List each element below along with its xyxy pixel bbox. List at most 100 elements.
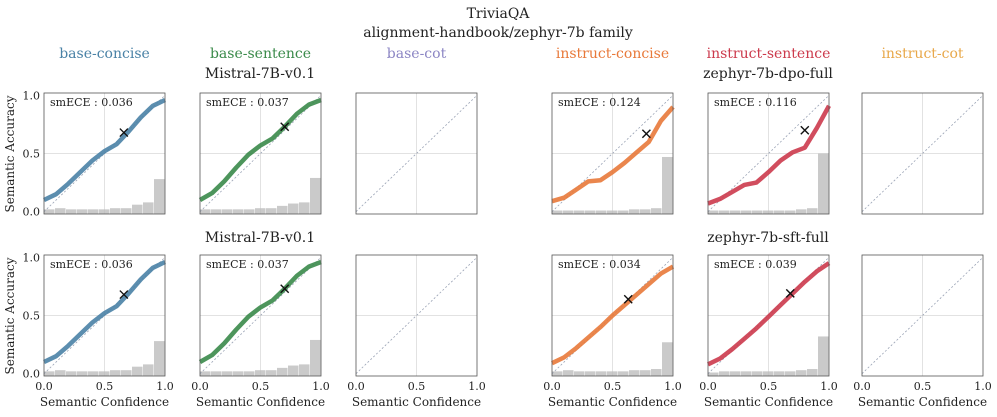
panel-row2-base-concise: smECE : 0.036 0.0 0.5 1.0 0.0 0.5 1.0 Semantic … bbox=[23, 251, 174, 409]
hist-bar bbox=[618, 210, 629, 214]
xlabel: Semantic Confidence bbox=[196, 395, 325, 409]
xlabel: Semantic Confidence bbox=[40, 395, 169, 409]
xtick-label: 0.0 bbox=[853, 380, 871, 393]
hist-bar bbox=[640, 209, 651, 214]
smece-label: smECE : 0.036 bbox=[50, 96, 133, 109]
xtick-label: 0.0 bbox=[347, 380, 365, 393]
hist-bar bbox=[154, 341, 165, 376]
panel-row1-instruct-concise: smECE : 0.124 bbox=[551, 92, 675, 215]
panel-frame bbox=[861, 254, 984, 377]
hist-bar bbox=[44, 209, 55, 214]
panel-row2-instruct-concise: smECE : 0.034 0.0 0.5 1.0 Semantic Confidenc… bbox=[543, 254, 682, 409]
hist-bar bbox=[200, 209, 211, 214]
hist-bar bbox=[741, 371, 752, 376]
xtick-label: 0.5 bbox=[252, 380, 270, 393]
smece-label: smECE : 0.034 bbox=[558, 258, 641, 271]
hist-bar bbox=[708, 210, 719, 214]
hist-bar bbox=[574, 210, 585, 214]
hist-bar bbox=[255, 208, 266, 214]
hist-bar bbox=[110, 208, 121, 214]
hist-bar bbox=[310, 177, 321, 214]
xtick-label: 0.5 bbox=[604, 380, 622, 393]
xlabel: Semantic Confidence bbox=[548, 395, 677, 409]
panel-frame bbox=[551, 92, 674, 215]
ytick-label: 1.0 bbox=[23, 89, 41, 102]
hist-bar bbox=[730, 210, 741, 214]
xlabel: Semantic Confidence bbox=[858, 395, 987, 409]
column-label-base-sentence: base-sentence bbox=[210, 46, 311, 62]
calibration-curve bbox=[198, 259, 322, 364]
figure-title: TriviaQA bbox=[467, 6, 531, 22]
calibration-curve bbox=[43, 97, 166, 203]
hist-bar bbox=[121, 208, 132, 214]
hist-bar bbox=[607, 371, 618, 376]
panel-row1-instruct-cot bbox=[861, 92, 984, 215]
hist-bar bbox=[222, 209, 233, 214]
xtick-label: 0.5 bbox=[914, 380, 932, 393]
hist-bar bbox=[774, 371, 785, 376]
hist-bar bbox=[288, 203, 299, 214]
xtick-label: 0.5 bbox=[408, 380, 426, 393]
ytick-label: 0.0 bbox=[23, 368, 41, 381]
hist-bar bbox=[154, 179, 165, 214]
hist-bar bbox=[99, 371, 110, 376]
panel-frame bbox=[355, 254, 478, 377]
panel-frame bbox=[43, 254, 166, 377]
xtick-label: 0.5 bbox=[96, 380, 114, 393]
xtick-label: 1.0 bbox=[820, 380, 838, 393]
hist-bar bbox=[629, 370, 640, 376]
hist-bar bbox=[807, 208, 818, 214]
hist-bar bbox=[785, 371, 796, 376]
hist-bar bbox=[563, 210, 574, 214]
panel-row1-base-cot bbox=[355, 92, 478, 215]
hist-bar bbox=[211, 209, 222, 214]
mean-marker bbox=[119, 290, 129, 300]
mean-marker bbox=[280, 122, 290, 132]
row1-left-title: Mistral-7B-v0.1 bbox=[205, 66, 315, 82]
panel-frame bbox=[707, 254, 830, 377]
ylabel-row1: Semantic Accuracy bbox=[3, 95, 17, 212]
hist-bar bbox=[55, 208, 66, 214]
hist-bar bbox=[818, 153, 829, 214]
row1-right-title: zephyr-7b-dpo-full bbox=[703, 66, 833, 82]
ytick-label: 0.5 bbox=[23, 310, 41, 323]
hist-bar bbox=[574, 371, 585, 376]
mean-marker bbox=[119, 128, 129, 138]
column-label-instruct-concise: instruct-concise bbox=[556, 46, 669, 62]
column-label-instruct-sentence: instruct-sentence bbox=[707, 46, 831, 62]
calibration-curve bbox=[198, 97, 322, 202]
hist-bar bbox=[266, 370, 277, 376]
hist-bar bbox=[585, 210, 596, 214]
panel-frame bbox=[199, 92, 322, 215]
hist-bar bbox=[110, 370, 121, 376]
hist-bar bbox=[719, 210, 730, 214]
hist-bar bbox=[651, 369, 662, 376]
hist-bar bbox=[552, 210, 563, 214]
hist-bar bbox=[299, 364, 310, 376]
hist-bar bbox=[88, 371, 99, 376]
hist-bar bbox=[662, 342, 673, 376]
hist-bar bbox=[596, 371, 607, 376]
hist-bar bbox=[211, 371, 222, 376]
hist-bar bbox=[299, 202, 310, 214]
hist-bar bbox=[66, 209, 77, 214]
xlabel: Semantic Confidence bbox=[352, 395, 481, 409]
panel-frame bbox=[43, 92, 166, 215]
hist-bar bbox=[796, 370, 807, 376]
hist-bar bbox=[121, 370, 132, 376]
hist-bar bbox=[55, 370, 66, 376]
panel-row2-instruct-cot: 0.0 0.5 1.0 Semantic Confidence bbox=[853, 254, 992, 409]
hist-bar bbox=[730, 371, 741, 376]
ytick-label: 0.5 bbox=[23, 148, 41, 161]
xlabel: Semantic Confidence bbox=[704, 395, 833, 409]
hist-bar bbox=[818, 336, 829, 376]
calibration-curve bbox=[43, 259, 166, 365]
hist-bar bbox=[796, 209, 807, 214]
xtick-label: 1.0 bbox=[156, 380, 174, 393]
ylabel-row2: Semantic Accuracy bbox=[3, 257, 17, 374]
hist-bar bbox=[752, 210, 763, 214]
hist-bar bbox=[607, 210, 618, 214]
ytick-label: 0.0 bbox=[23, 206, 41, 219]
hist-bar bbox=[233, 209, 244, 214]
